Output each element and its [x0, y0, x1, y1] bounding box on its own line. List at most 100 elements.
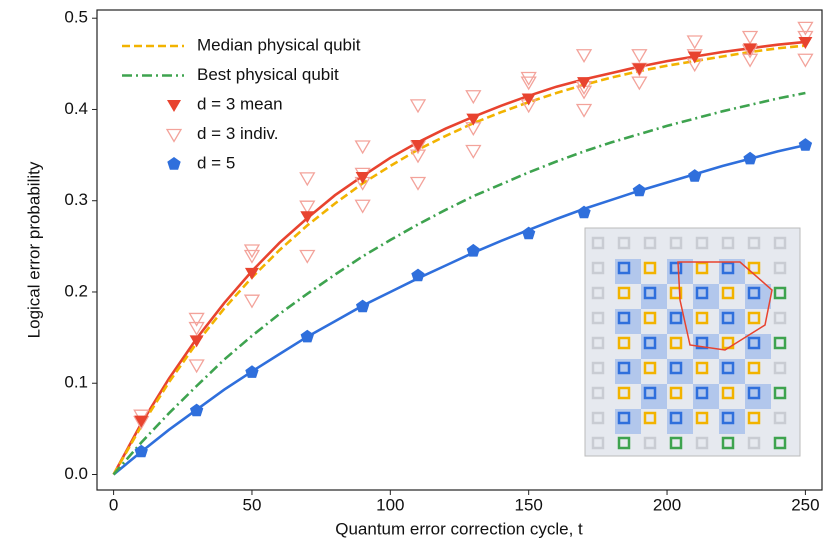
marker-open-triangle — [520, 71, 537, 86]
lattice-qubit — [747, 386, 761, 400]
lattice-qubit — [591, 411, 605, 425]
marker-triangle — [577, 77, 592, 90]
y-tick-label: 0.1 — [64, 373, 88, 392]
marker-open-triangle — [797, 53, 814, 68]
lattice-qubit — [617, 411, 631, 425]
lattice-qubit — [669, 311, 683, 325]
x-axis-label: Quantum error correction cycle, t — [335, 519, 583, 538]
lattice-qubit — [617, 336, 631, 350]
lattice-qubit — [643, 336, 657, 350]
lattice-qubit — [591, 361, 605, 375]
marker-open-triangle — [299, 172, 316, 187]
series-line — [112, 91, 806, 476]
lattice-qubit — [591, 261, 605, 275]
lattice-qubit — [747, 361, 761, 375]
lattice-qubit — [747, 286, 761, 300]
lattice-qubit — [643, 311, 657, 325]
x-tick-label: 0 — [109, 495, 118, 514]
lattice-qubit — [591, 336, 605, 350]
marker-open-triangle — [465, 144, 482, 159]
lattice-qubit — [721, 436, 735, 450]
marker-triangle — [687, 51, 702, 64]
marker-pentagon — [134, 444, 148, 458]
lattice-qubit — [591, 236, 605, 250]
lattice-qubit — [721, 411, 735, 425]
lattice-qubit — [591, 286, 605, 300]
lattice-qubit — [669, 386, 683, 400]
lattice-qubit — [721, 361, 735, 375]
lattice-qubit — [643, 411, 657, 425]
y-tick-label: 0.3 — [64, 190, 88, 209]
marker-open-triangle — [354, 199, 371, 214]
lattice-qubit — [773, 436, 787, 450]
lattice-qubit — [747, 411, 761, 425]
marker-triangle — [355, 171, 370, 184]
marker-pentagon — [688, 169, 702, 182]
marker-triangle — [410, 140, 425, 153]
lattice-qubit — [669, 411, 683, 425]
y-tick-label: 0.2 — [64, 281, 88, 300]
lattice-qubit — [617, 361, 631, 375]
lattice-qubit — [773, 386, 787, 400]
marker-triangle — [466, 113, 481, 126]
marker-open-triangle — [797, 21, 814, 36]
y-tick-label: 0.5 — [64, 8, 88, 27]
lattice-qubit — [643, 286, 657, 300]
marker-pentagon — [245, 365, 259, 378]
legend-swatch — [167, 100, 181, 112]
lattice-qubit — [721, 311, 735, 325]
marker-pentagon — [522, 226, 536, 240]
legend-swatch — [167, 157, 181, 170]
legend-swatch — [165, 128, 183, 143]
marker-open-triangle — [354, 140, 371, 155]
lattice-qubit — [669, 436, 683, 450]
marker-triangle — [244, 267, 259, 280]
marker-pentagon — [632, 183, 646, 197]
patch-outline — [677, 261, 773, 351]
lattice-qubit — [773, 336, 787, 350]
lattice-qubit — [643, 236, 657, 250]
marker-triangle — [521, 93, 536, 106]
marker-open-triangle — [741, 30, 759, 45]
marker-open-triangle — [409, 176, 427, 191]
lattice-qubit — [695, 286, 709, 300]
marker-pentagon — [190, 403, 204, 417]
legend-label: Best physical qubit — [197, 65, 339, 84]
marker-open-triangle — [299, 200, 316, 215]
marker-open-triangle — [575, 49, 593, 64]
lattice-qubit — [773, 361, 787, 375]
lattice-qubit — [773, 236, 787, 250]
x-tick-label: 50 — [243, 495, 262, 514]
lattice-qubit — [721, 261, 735, 275]
lattice-qubit — [695, 236, 709, 250]
legend-label: d = 3 indiv. — [197, 124, 278, 143]
marker-open-triangle — [631, 49, 648, 64]
lattice-qubit — [591, 386, 605, 400]
marker-open-triangle — [188, 312, 205, 327]
marker-open-triangle — [188, 321, 205, 336]
lattice-qubit — [695, 411, 709, 425]
y-tick-label: 0.4 — [64, 99, 88, 118]
lattice-qubit — [773, 261, 787, 275]
lattice-qubit — [721, 386, 735, 400]
lattice-qubit — [617, 286, 631, 300]
marker-pentagon — [743, 151, 757, 165]
marker-pentagon — [798, 138, 813, 151]
marker-open-triangle — [299, 249, 316, 264]
lattice-qubit — [747, 436, 761, 450]
lattice-qubit — [773, 311, 787, 325]
lattice-qubit — [591, 311, 605, 325]
lattice-qubit — [643, 386, 657, 400]
lattice-qubit — [643, 436, 657, 450]
lattice-qubit — [695, 436, 709, 450]
plot-frame — [96, 9, 823, 491]
lattice-qubit — [617, 311, 631, 325]
marker-triangle — [134, 415, 149, 428]
marker-triangle — [300, 211, 315, 224]
lattice-qubit — [747, 336, 761, 350]
marker-triangle — [798, 36, 813, 49]
lattice-qubit — [643, 261, 657, 275]
marker-triangle — [189, 335, 204, 348]
series-line — [112, 40, 806, 476]
